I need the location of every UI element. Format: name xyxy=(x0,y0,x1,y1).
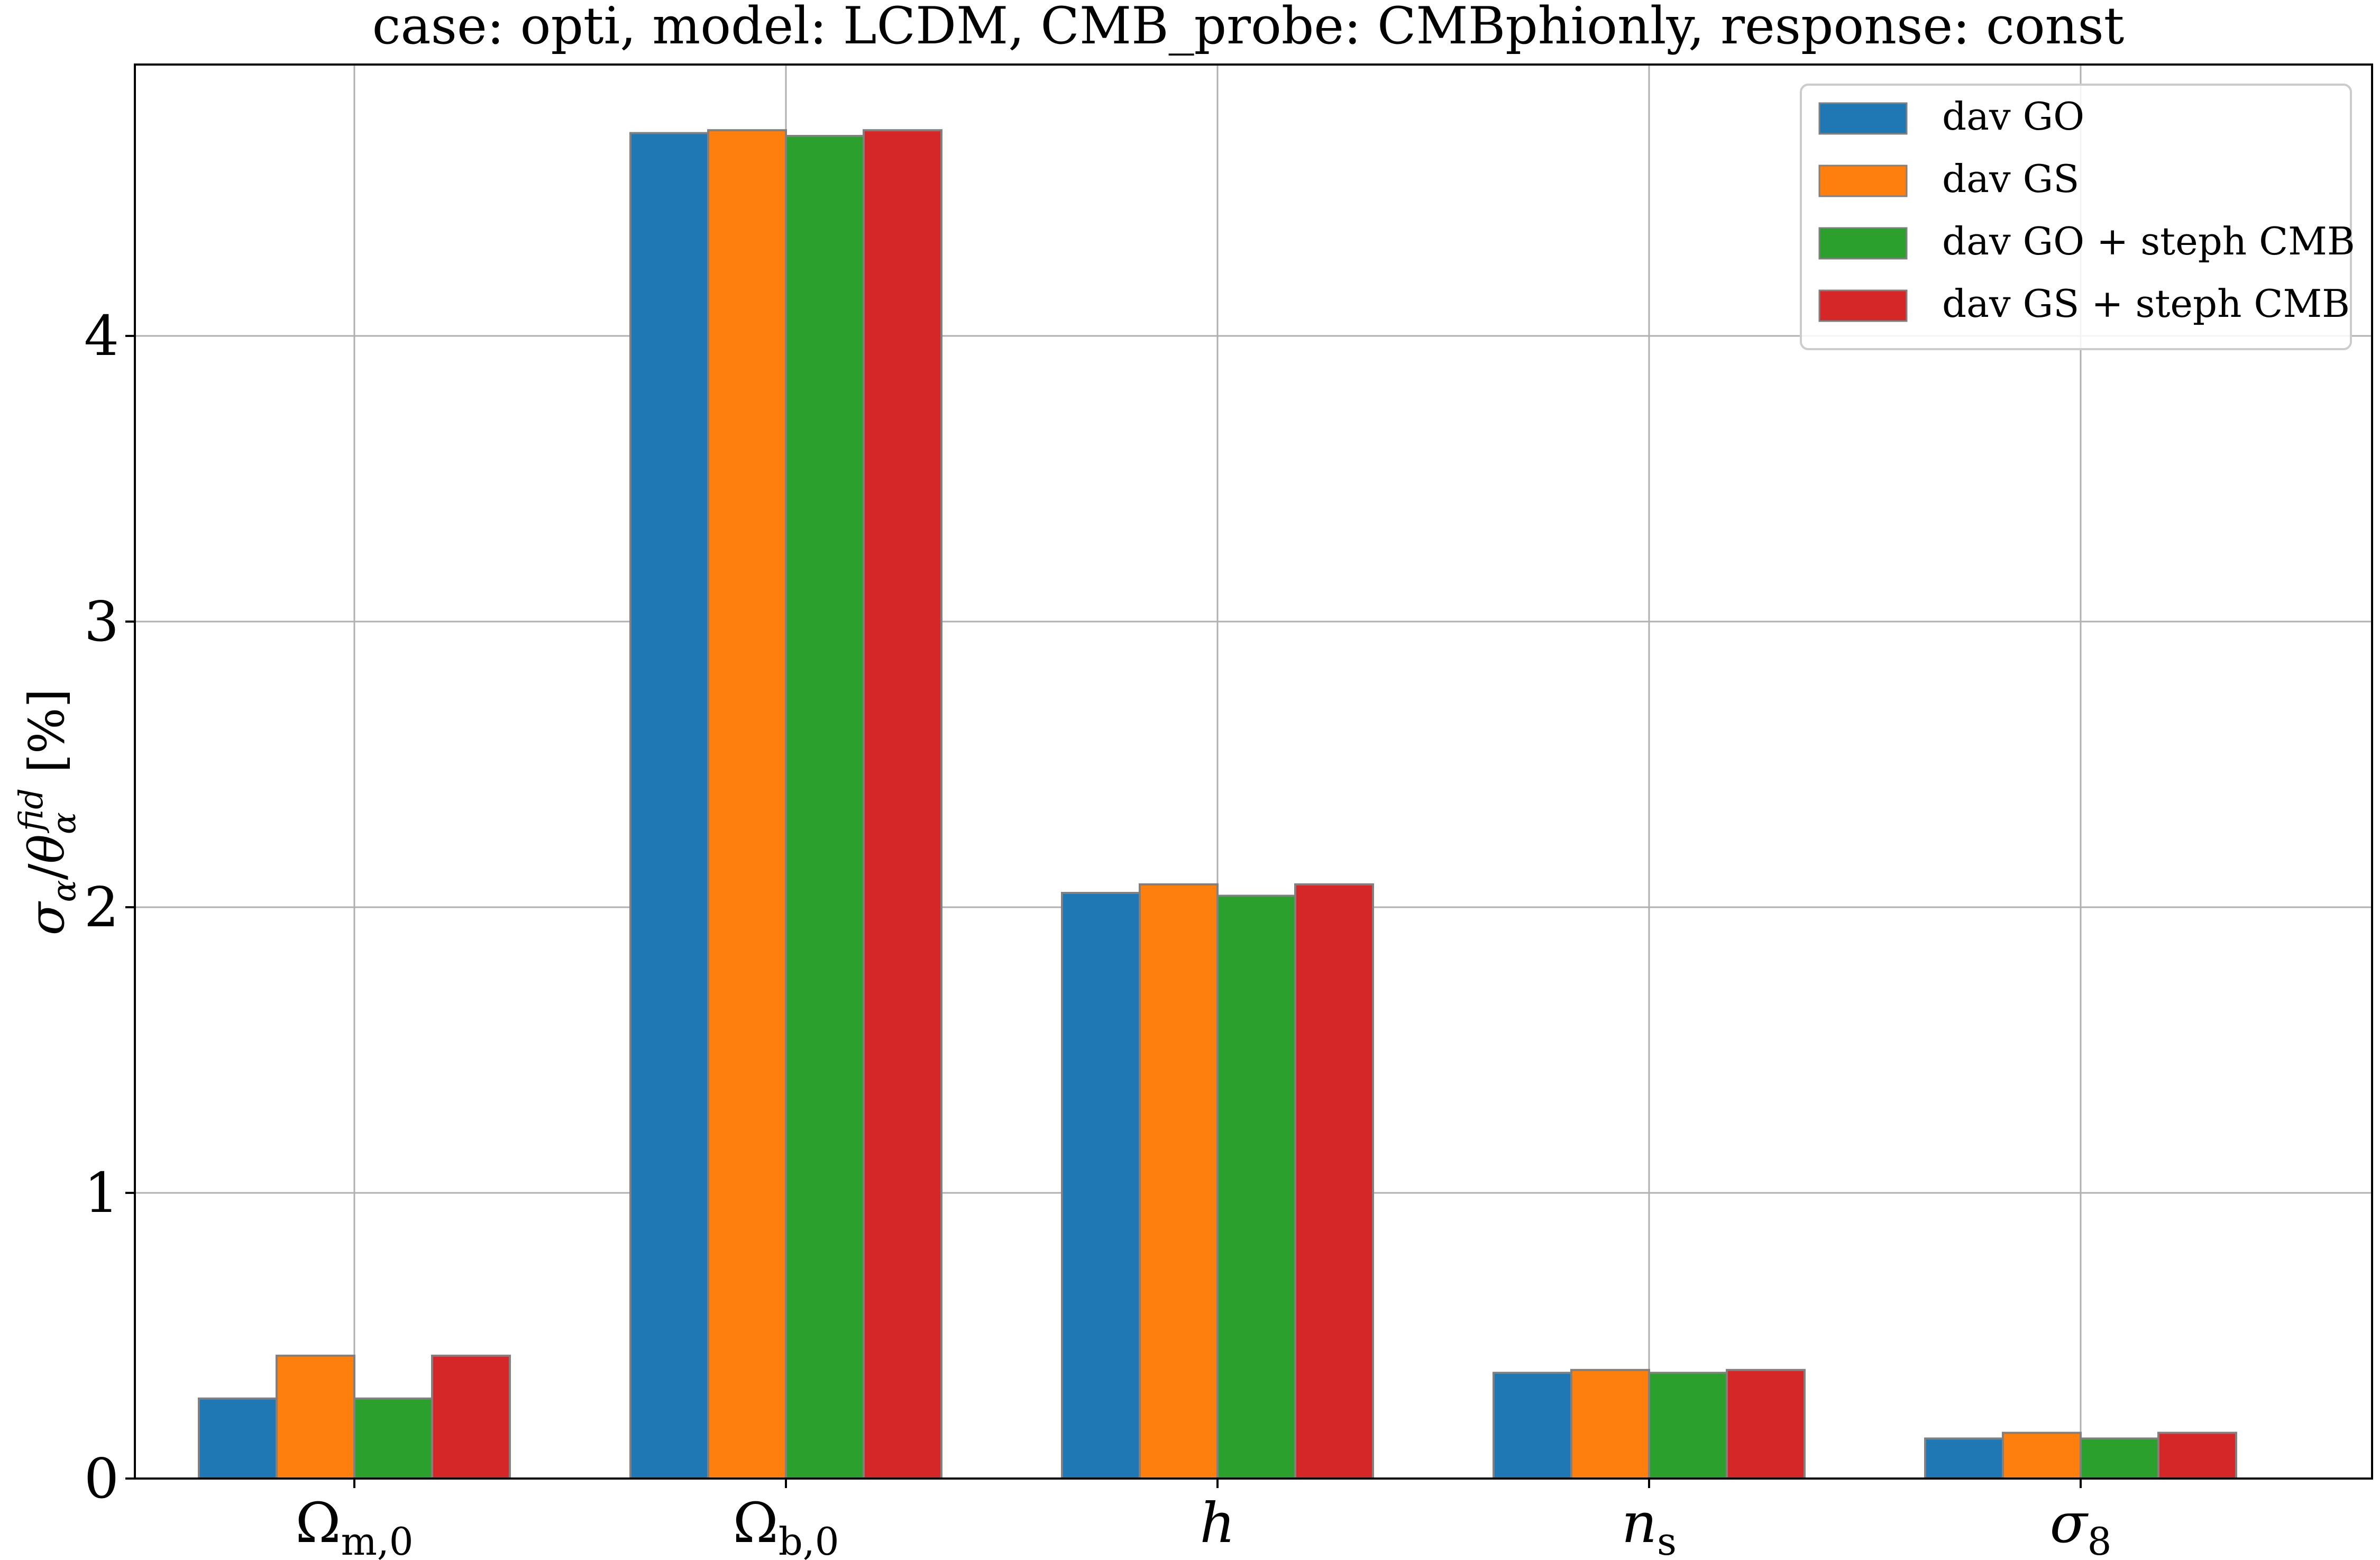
legend-label: dav GO + steph CMB xyxy=(1942,219,2355,263)
bar xyxy=(1648,1372,1728,1480)
bar xyxy=(431,1354,511,1480)
y-axis: 0 1 2 3 4 xyxy=(84,304,135,1511)
bar xyxy=(2157,1431,2237,1480)
legend: dav GO dav GS dav GO + steph CMB dav GS + s… xyxy=(1800,84,2355,350)
legend-label: dav GS + steph CMB xyxy=(1942,281,2350,326)
legend-item: dav GS + steph CMB xyxy=(1818,281,2350,326)
x-tick-label: Ωb,0 xyxy=(733,1491,839,1560)
legend-swatch xyxy=(1818,227,1908,260)
bar xyxy=(1924,1437,2004,1480)
bar xyxy=(1216,895,1296,1480)
bar xyxy=(353,1397,433,1480)
y-tick-label: 3 xyxy=(84,589,119,654)
legend-label: dav GO xyxy=(1942,94,2084,139)
legend-frame xyxy=(1800,84,2352,350)
x-axis: Ωm,0 Ωb,0 h ns σ8 xyxy=(295,1479,2111,1560)
y-tick-label: 0 xyxy=(84,1446,119,1511)
bar xyxy=(1726,1369,1806,1480)
bar-series xyxy=(198,132,2004,1480)
bar-series-group xyxy=(198,129,2237,1480)
legend-swatch xyxy=(1818,289,1908,322)
y-axis-label: σα/θαfid [%] xyxy=(12,689,83,935)
legend-item: dav GO + steph CMB xyxy=(1818,219,2355,263)
chart-title: case: opti, model: LCDM, CMB_probe: CMBp… xyxy=(372,0,2125,56)
bar xyxy=(1570,1369,1650,1480)
x-tick-label: Ωm,0 xyxy=(295,1491,413,1560)
bar xyxy=(1139,883,1219,1480)
bar xyxy=(863,129,942,1480)
bar xyxy=(707,129,787,1480)
bar xyxy=(785,135,865,1480)
y-tick-label: 4 xyxy=(84,304,119,368)
legend-swatch xyxy=(1818,102,1908,135)
bar xyxy=(198,1397,278,1480)
bar xyxy=(629,132,709,1480)
legend-label: dav GS xyxy=(1942,157,2079,201)
x-tick-label: σ8 xyxy=(2050,1491,2112,1560)
legend-swatch xyxy=(1818,165,1908,197)
bar xyxy=(2080,1437,2159,1480)
plot-frame xyxy=(134,63,2373,1480)
bar xyxy=(2002,1431,2082,1480)
bar-series xyxy=(353,135,2159,1480)
legend-item: dav GS xyxy=(1818,157,2079,201)
bar xyxy=(1493,1372,1572,1480)
y-tick-label: 1 xyxy=(84,1161,119,1225)
bar xyxy=(1294,883,1374,1480)
bar xyxy=(1061,892,1141,1480)
x-tick-label: ns xyxy=(1622,1491,1677,1560)
legend-item: dav GO xyxy=(1818,94,2084,139)
y-tick-label: 2 xyxy=(84,875,119,939)
bar-series xyxy=(276,129,2082,1480)
bar-series xyxy=(431,129,2237,1480)
x-tick-label: h xyxy=(1200,1491,1235,1555)
bar xyxy=(276,1354,355,1480)
